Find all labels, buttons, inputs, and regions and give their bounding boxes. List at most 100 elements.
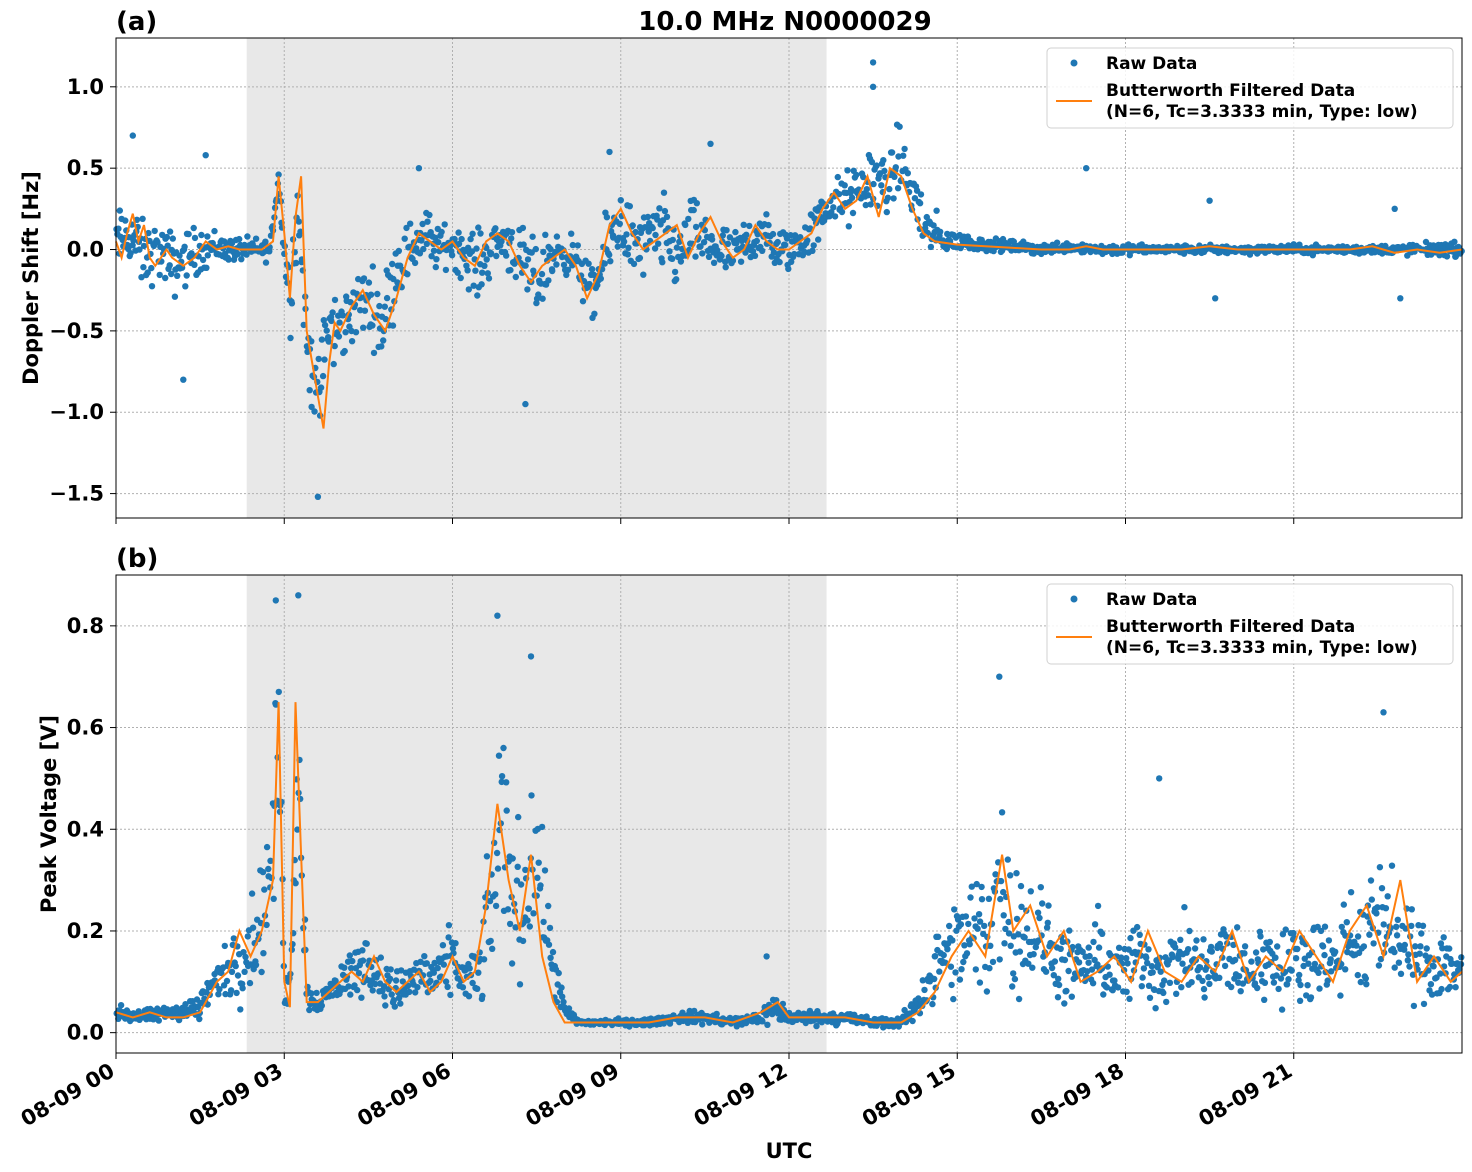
y-tick-label: −1.5 [49,482,104,506]
raw-data-point [1446,983,1454,991]
raw-data-point [1405,951,1412,958]
raw-data-point [1377,955,1385,963]
raw-data-point [540,248,547,256]
y-tick-label: −0.5 [49,319,104,343]
raw-data-point [445,934,452,941]
raw-data-point [412,989,419,996]
raw-data-point [1144,959,1151,967]
raw-data-point [563,271,570,279]
legend-raw-marker-b [1070,595,1078,603]
raw-data-point [1200,985,1208,993]
raw-data-point [1276,964,1284,971]
raw-data-point [1055,981,1063,989]
raw-data-point [238,256,245,263]
raw-data-point [168,270,175,278]
raw-data-point [1412,943,1419,950]
raw-data-point [246,979,254,987]
raw-data-point [1005,930,1013,937]
raw-data-point [847,185,855,193]
raw-data-point [743,231,750,238]
raw-data-point [1370,940,1377,947]
raw-data-point [1186,927,1193,935]
raw-data-point [459,984,467,991]
raw-data-point [369,263,376,270]
raw-data-point [1075,959,1083,966]
raw-data-point [524,917,531,924]
raw-data-point [830,204,837,211]
raw-data-point [399,978,406,985]
raw-data-point [377,954,384,961]
raw-data-point [740,221,747,228]
raw-data-point [204,252,211,259]
raw-data-point [1091,921,1099,928]
raw-data-point [1205,974,1212,981]
raw-data-point [1193,937,1200,944]
shaded-region-a [246,38,827,518]
raw-data-point [1278,1006,1286,1013]
raw-data-point [228,968,236,975]
raw-data-point [477,230,484,237]
raw-data-point [1009,983,1016,990]
raw-data-point [503,779,510,786]
raw-data-point [699,1021,706,1028]
raw-data-point [183,272,190,279]
raw-data-point [348,965,355,972]
y-axis-b: 0.0 0.2 0.4 0.6 0.8 [67,614,116,1045]
raw-data-point [1417,943,1424,950]
raw-data-point [997,895,1004,903]
raw-data-point [1347,889,1355,896]
raw-data-point [966,941,973,948]
raw-data-point [261,886,268,893]
raw-data-point [191,234,199,242]
raw-data-point [166,228,174,235]
raw-data-point [1294,945,1301,953]
raw-data-point [1191,945,1199,952]
raw-data-point [292,880,299,887]
raw-data-point [1178,984,1185,991]
raw-data-point [287,334,294,342]
raw-data-point [1234,924,1241,931]
raw-data-point [514,863,521,870]
raw-data-point [452,940,459,947]
raw-data-point [1172,944,1179,951]
raw-data-point [529,233,536,240]
raw-data-point [632,228,639,236]
raw-data-point [909,1017,916,1025]
raw-data-outlier [1156,775,1163,782]
raw-data-point [1285,976,1292,983]
raw-data-point [346,952,353,959]
raw-data-point [470,282,477,289]
raw-data-point [480,956,488,963]
legend-box-b [1046,583,1454,665]
y-tick-label: 0.8 [67,614,104,638]
raw-data-point [247,961,254,968]
raw-data-point [1016,948,1024,955]
raw-data-point [1200,936,1207,943]
raw-data-point [835,190,843,198]
raw-data-point [815,204,823,211]
raw-data-point [976,979,984,986]
raw-data-point [585,260,592,267]
raw-data-point [1145,946,1152,953]
raw-data-point [243,251,250,258]
raw-data-point [475,224,482,231]
raw-data-point [382,1002,389,1009]
raw-data-point [535,291,542,298]
panel-a: 1.0 0.5 0.0 −0.5 −1.0 −1.5 (a) Doppler Shift … [19,7,1465,524]
raw-data-point [1221,962,1229,970]
raw-data-point [669,236,676,244]
raw-data-point [336,319,343,326]
raw-data-point [891,173,898,180]
raw-data-point [1305,960,1312,967]
raw-data-point [626,203,633,210]
raw-data-point [1457,961,1465,968]
raw-data-outlier [763,953,770,960]
raw-data-point [873,162,880,169]
raw-data-point [530,910,537,917]
raw-data-point [288,300,296,307]
raw-data-point [295,218,303,225]
raw-data-point [1127,934,1134,942]
raw-data-point [1321,923,1329,930]
raw-data-point [391,1003,398,1010]
raw-data-point [321,321,329,329]
